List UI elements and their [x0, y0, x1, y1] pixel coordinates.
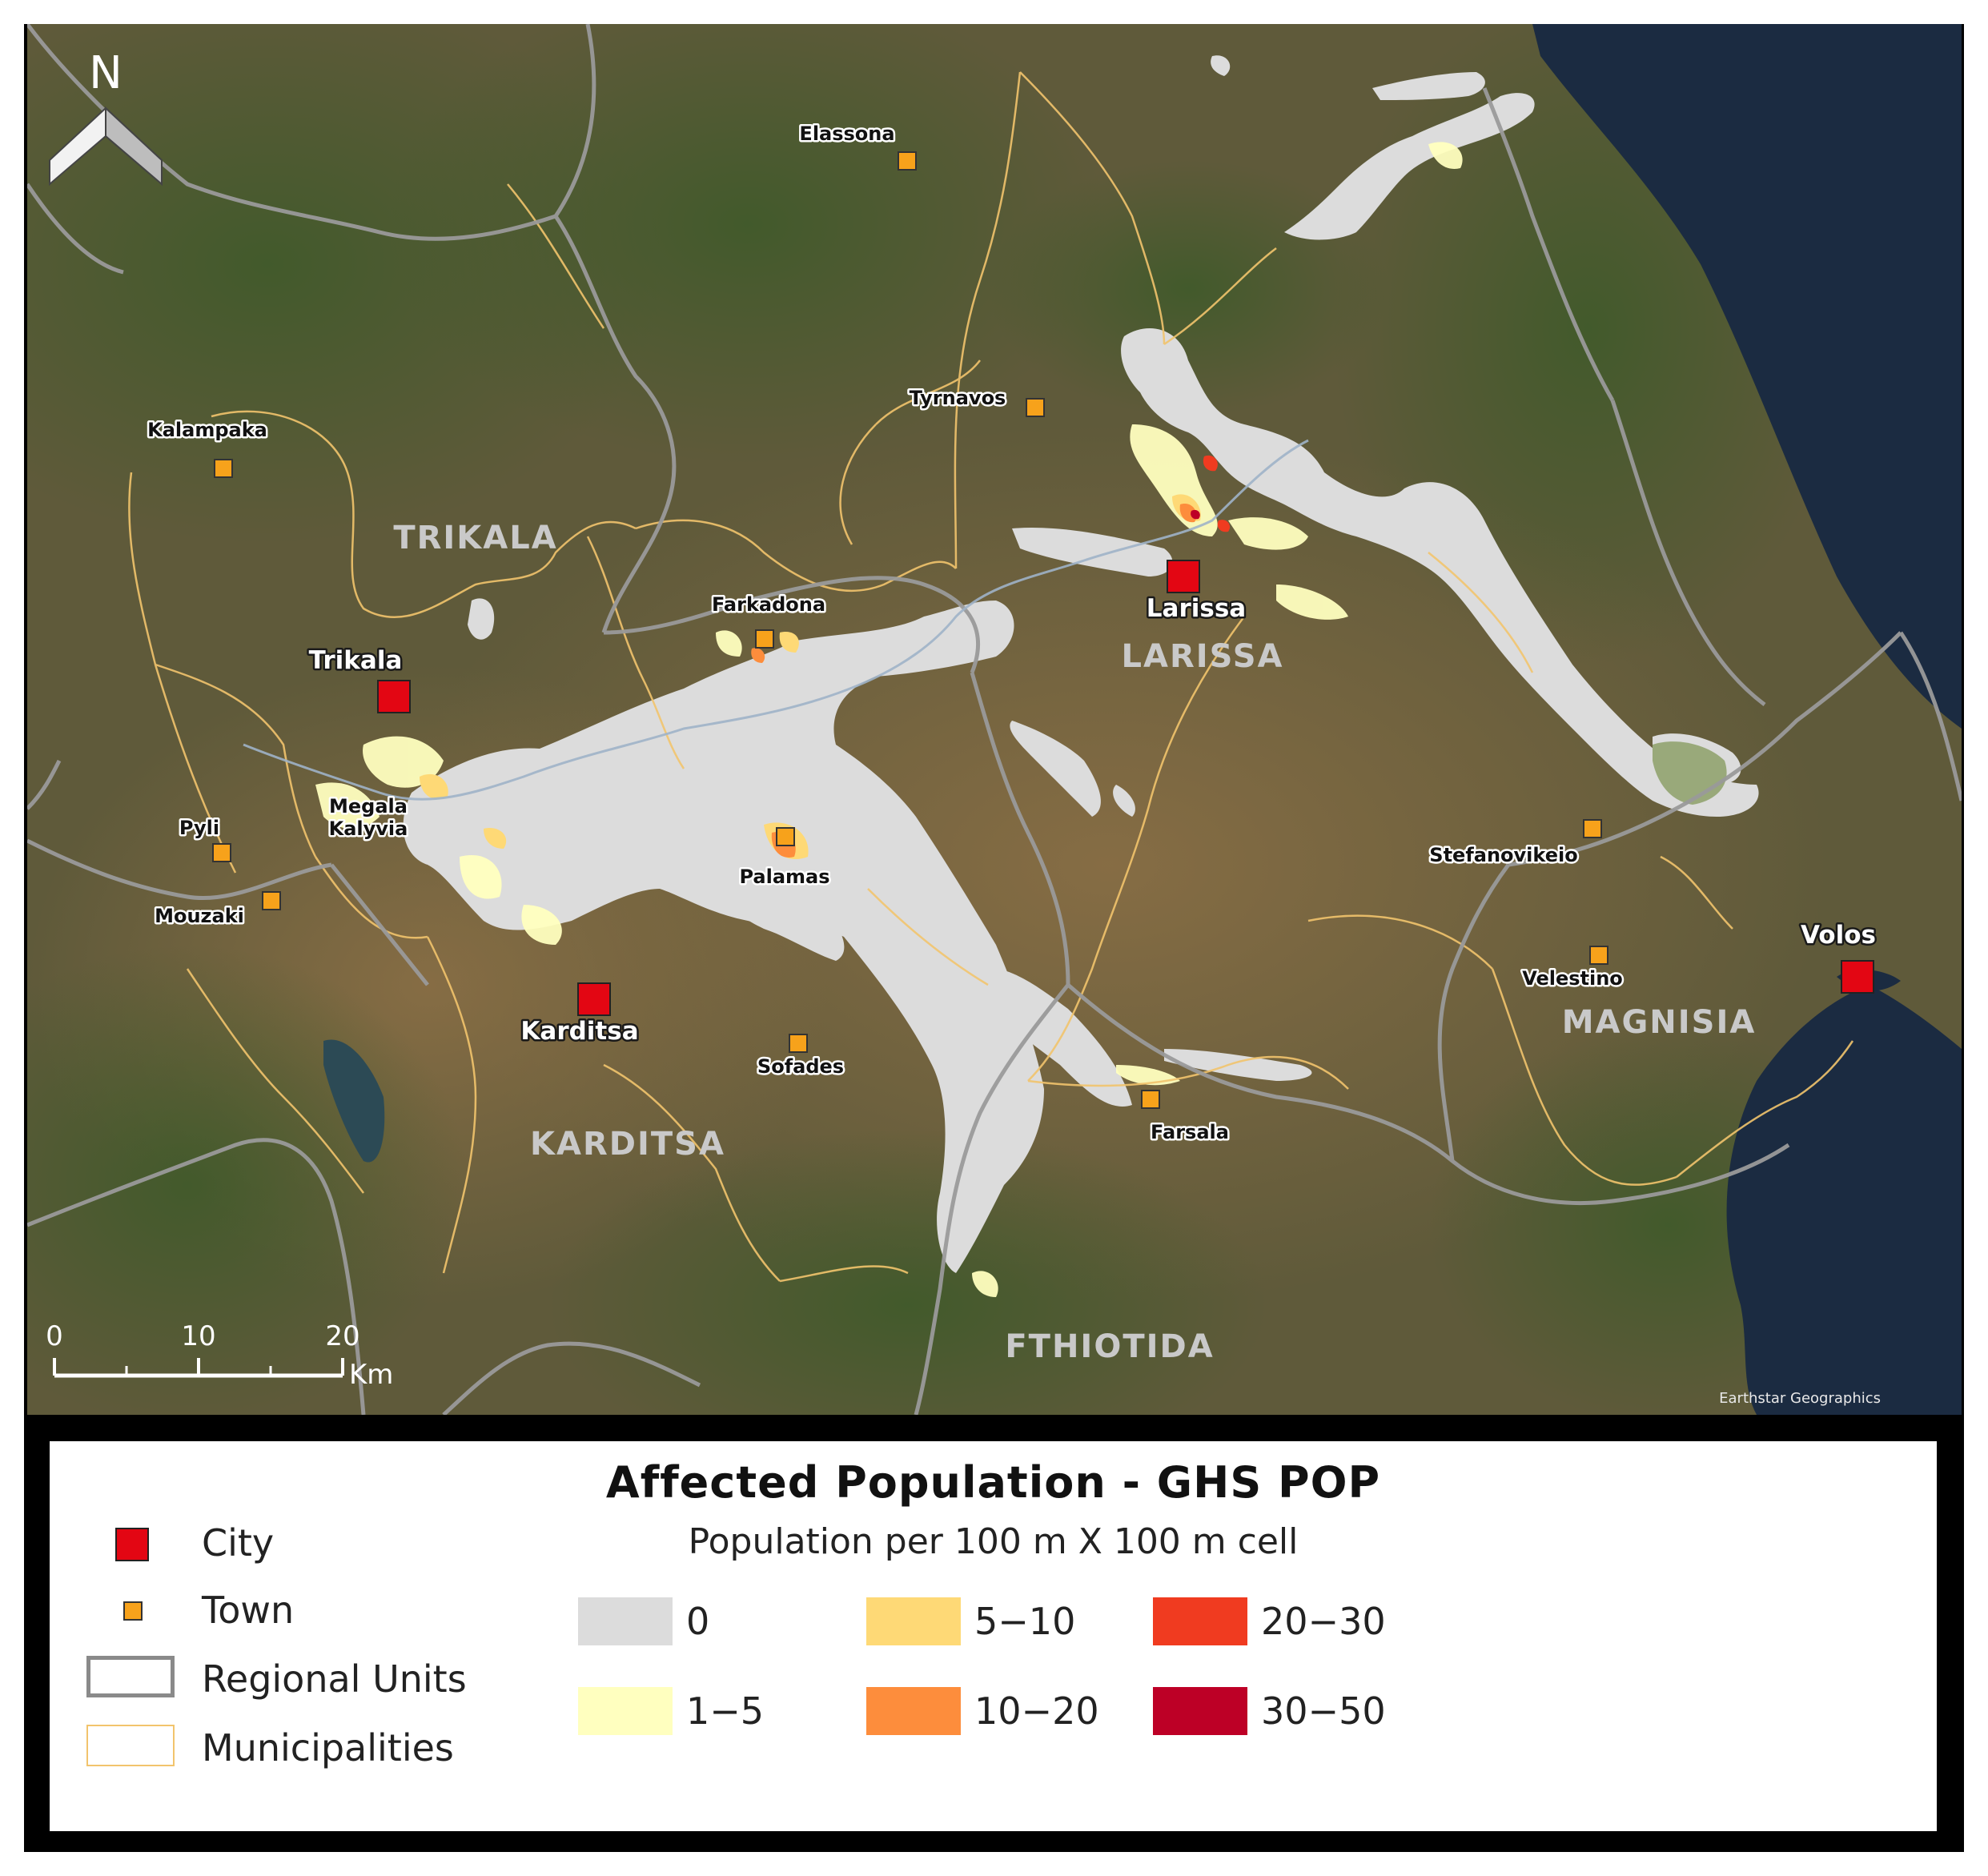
town-label-sofades: Sofades — [757, 1055, 844, 1078]
city-label-karditsa: Karditsa — [520, 1017, 638, 1046]
town-marker-stefanovikeio — [1583, 819, 1602, 838]
legend-class-20-30-swatch — [1153, 1597, 1247, 1645]
legend-city-label: City — [202, 1521, 275, 1565]
town-label-stefanovikeio: Stefanovikeio — [1429, 844, 1577, 866]
legend-regional-units-icon — [86, 1656, 175, 1697]
region-labels: TRIKALA LARISSA KARDITSA MAGNISIA FTHIOT… — [393, 520, 1757, 1365]
scale-tick-10: 10 — [181, 1320, 215, 1352]
city-marker-larissa — [1167, 560, 1200, 593]
scale-unit: Km — [349, 1359, 393, 1391]
town-label-farsala: Farsala — [1151, 1121, 1229, 1143]
legend-class-1-5-label: 1−5 — [686, 1689, 765, 1733]
city-marker-trikala — [377, 680, 411, 713]
town-marker-farsala — [1141, 1090, 1160, 1109]
legend-town-icon — [123, 1601, 143, 1621]
town-marker-elassona — [898, 151, 917, 171]
town-label-palamas: Palamas — [739, 866, 829, 888]
legend-class-10-20-label: 10−20 — [974, 1689, 1099, 1733]
town-label-kalampaka: Kalampaka — [147, 419, 267, 441]
legend-class-30-50-label: 30−50 — [1261, 1689, 1386, 1733]
map-canvas: N 0 10 20 Km TRIKALA LARISSA KARDITSA MA… — [27, 24, 1962, 1415]
legend-title: Affected Population - GHS POP — [605, 1457, 1381, 1508]
scale-tick-20: 20 — [325, 1320, 359, 1352]
reservoir — [323, 1039, 385, 1163]
affected-area-pop-30-50 — [1191, 509, 1200, 520]
map-panel: N 0 10 20 Km TRIKALA LARISSA KARDITSA MA… — [27, 24, 1962, 1415]
scale-bar: 0 10 20 Km — [46, 1320, 393, 1391]
legend-city-icon — [115, 1528, 149, 1561]
legend-class-5-10-swatch — [866, 1597, 961, 1645]
town-label-velestino: Velestino — [1522, 967, 1623, 990]
town-label-farkadona: Farkadona — [712, 593, 825, 616]
legend-class-5-10-label: 5−10 — [974, 1600, 1076, 1643]
legend-class-1-5-swatch — [578, 1687, 673, 1735]
town-marker-sofades — [789, 1034, 808, 1053]
legend-class-20-30-label: 20−30 — [1261, 1600, 1386, 1643]
city-marker-volos — [1841, 960, 1874, 994]
town-label-pyli: Pyli — [179, 817, 219, 839]
city-marker-karditsa — [577, 982, 611, 1016]
town-label-megala-kalyvia: Megala Kalyvia — [329, 795, 408, 840]
legend-municipalities-label: Municipalities — [202, 1726, 454, 1770]
basemap-credit: Earthstar Geographics — [1719, 1390, 1881, 1407]
city-label-larissa: Larissa — [1147, 594, 1246, 623]
town-markers: Elassona Tyrnavos Kalampaka Farkadona Py… — [146, 121, 1625, 1146]
river-pineios — [243, 439, 1309, 801]
city-markers: Trikala Larissa Karditsa Volos — [307, 560, 1878, 1048]
town-label-elassona: Elassona — [799, 123, 894, 145]
legend-panel: Affected Population - GHS POP Population… — [50, 1441, 1937, 1831]
north-arrow-label: N — [89, 47, 122, 99]
town-marker-pyli — [212, 843, 231, 862]
sea-pagasetic-gulf — [1726, 985, 1962, 1415]
town-label-tyrnavos: Tyrnavos — [910, 387, 1006, 409]
legend-class-0-swatch — [578, 1597, 673, 1645]
region-label-karditsa: KARDITSA — [530, 1126, 725, 1163]
legend-class-30-50-swatch — [1153, 1687, 1247, 1735]
scale-tick-0: 0 — [46, 1320, 63, 1352]
legend-town-label: Town — [202, 1589, 295, 1632]
legend-municipalities-icon — [86, 1725, 175, 1766]
legend-subtitle: Population per 100 m X 100 m cell — [688, 1521, 1299, 1562]
region-label-trikala: TRIKALA — [393, 520, 557, 556]
town-marker-tyrnavos — [1026, 398, 1045, 417]
municipalities-boundaries — [128, 71, 1854, 1283]
city-label-trikala: Trikala — [309, 646, 403, 675]
north-arrow: N — [49, 47, 163, 187]
region-label-magnisia: MAGNISIA — [1562, 1004, 1757, 1041]
sea-aegean — [1532, 24, 1962, 729]
legend-class-0-label: 0 — [686, 1600, 710, 1643]
town-marker-farkadona — [755, 629, 774, 649]
legend-class-10-20-swatch — [866, 1687, 961, 1735]
town-marker-kalampaka — [214, 459, 233, 478]
regional-units-boundaries — [27, 24, 1962, 1415]
town-label-mouzaki: Mouzaki — [155, 905, 244, 927]
region-label-larissa: LARISSA — [1122, 638, 1284, 675]
legend-regional-units-label: Regional Units — [202, 1657, 467, 1701]
town-marker-mouzaki — [262, 891, 281, 910]
town-marker-velestino — [1589, 946, 1608, 965]
city-label-volos: Volos — [1801, 921, 1876, 950]
region-label-fthiotida: FTHIOTIDA — [1005, 1328, 1214, 1365]
town-marker-palamas — [776, 827, 795, 846]
